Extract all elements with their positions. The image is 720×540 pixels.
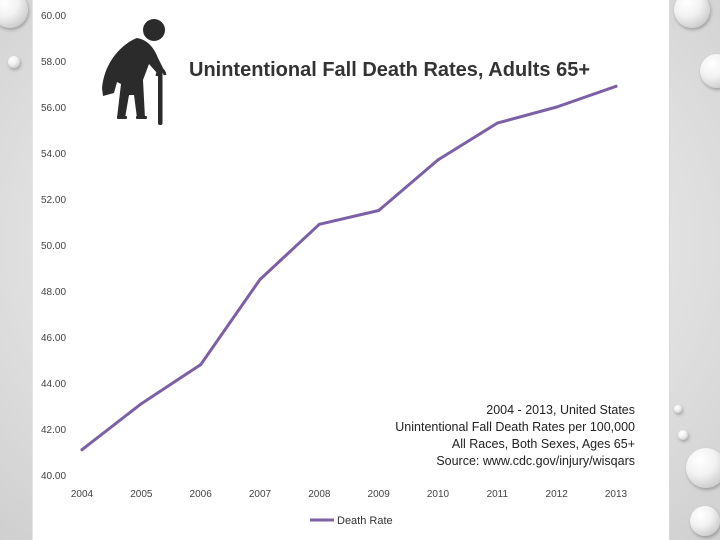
y-tick-label: 60.00 xyxy=(41,11,66,22)
y-tick-label: 44.00 xyxy=(41,379,66,390)
y-tick-label: 54.00 xyxy=(41,149,66,160)
decorative-drop xyxy=(678,430,688,440)
y-tick-label: 56.00 xyxy=(41,103,66,114)
legend: Death Rate xyxy=(310,515,393,527)
annotation-line: 2004 - 2013, United States xyxy=(486,403,635,417)
data-point xyxy=(614,84,618,88)
y-tick-label: 52.00 xyxy=(41,195,66,206)
chart-title: Unintentional Fall Death Rates, Adults 6… xyxy=(189,59,590,81)
data-point xyxy=(258,278,262,281)
data-point xyxy=(317,222,321,226)
y-tick-label: 50.00 xyxy=(41,241,66,252)
x-tick-label: 2012 xyxy=(546,489,569,500)
x-tick-label: 2009 xyxy=(368,489,391,500)
decorative-drop xyxy=(690,506,720,536)
decorative-drop xyxy=(0,0,28,28)
series-line-death-rate xyxy=(80,84,618,452)
x-tick-label: 2008 xyxy=(308,489,331,500)
elderly-person-with-cane-icon xyxy=(102,19,167,125)
x-tick-label: 2006 xyxy=(190,489,213,500)
x-tick-label: 2004 xyxy=(71,489,94,500)
decorative-drop xyxy=(8,56,20,68)
data-point xyxy=(555,105,559,109)
data-point xyxy=(199,363,203,367)
decorative-drop xyxy=(686,448,720,488)
y-tick-label: 48.00 xyxy=(41,287,66,298)
data-point xyxy=(436,158,440,162)
x-tick-label: 2011 xyxy=(487,489,509,500)
legend-label: Death Rate xyxy=(337,515,393,527)
data-point xyxy=(495,121,499,125)
annotation-line: Source: www.cdc.gov/injury/wisqars xyxy=(436,454,635,468)
y-tick-label: 46.00 xyxy=(41,333,66,344)
slide-panel: Unintentional Fall Death Rates, Adults 6… xyxy=(32,0,670,540)
x-tick-label: 2007 xyxy=(249,489,272,500)
y-tick-label: 42.00 xyxy=(41,425,66,436)
x-tick-label: 2010 xyxy=(427,489,450,500)
annotation-line: Unintentional Fall Death Rates per 100,0… xyxy=(395,420,635,434)
annotation-line: All Races, Both Sexes, Ages 65+ xyxy=(452,437,635,451)
decorative-drop xyxy=(700,54,720,88)
x-tick-label: 2013 xyxy=(605,489,628,500)
decorative-drop xyxy=(674,405,682,413)
y-tick-label: 40.00 xyxy=(41,471,66,482)
line-chart: Unintentional Fall Death Rates, Adults 6… xyxy=(41,11,635,527)
y-tick-label: 58.00 xyxy=(41,57,66,68)
data-point xyxy=(80,448,84,452)
data-point xyxy=(139,402,143,406)
decorative-drop xyxy=(674,0,710,28)
y-axis: 40.00 42.00 44.00 46.00 48.00 50.00 52.00 54.00… xyxy=(41,11,66,482)
data-point xyxy=(377,209,381,212)
series-points xyxy=(80,84,618,452)
x-tick-label: 2005 xyxy=(130,489,153,500)
x-axis: 2004 2005 2006 2007 2008 2009 2010 2011 2012 2013 xyxy=(71,489,628,500)
